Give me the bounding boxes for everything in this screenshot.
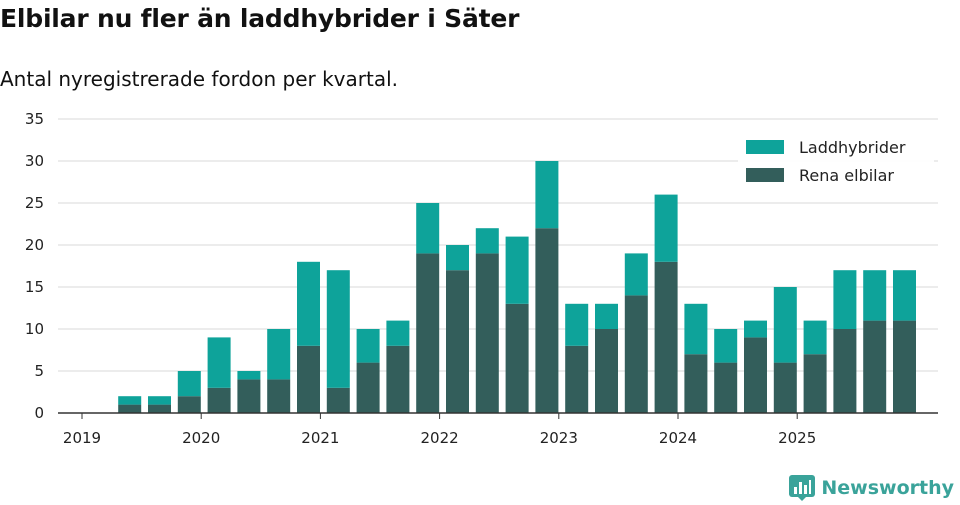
chart-subtitle: Antal nyregistrerade fordon per kvartal. — [0, 67, 399, 91]
bar-laddhybrider — [624, 253, 648, 296]
bar-rena-elbilar — [326, 387, 350, 413]
bar-rena-elbilar — [624, 295, 648, 413]
newsworthy-logo-icon — [789, 475, 816, 501]
bar-laddhybrider — [356, 329, 380, 363]
bar-laddhybrider — [446, 245, 469, 271]
bar-rena-elbilar — [535, 228, 559, 413]
bar-rena-elbilar — [267, 379, 291, 413]
bar-laddhybrider — [267, 329, 291, 380]
y-tick-label: 30 — [25, 152, 44, 170]
bar-laddhybrider — [773, 287, 797, 363]
x-tick-label: 2019 — [63, 429, 101, 447]
bar-laddhybrider — [207, 337, 231, 388]
bar-rena-elbilar — [744, 337, 767, 413]
x-tick-label: 2024 — [659, 429, 697, 447]
x-tick-label: 2021 — [301, 429, 339, 447]
legend-label: Laddhybrider — [799, 138, 906, 157]
bar-laddhybrider — [416, 203, 440, 254]
bar-laddhybrider — [535, 161, 559, 229]
bar-laddhybrider — [803, 320, 827, 355]
y-tick-label: 25 — [25, 194, 44, 212]
y-tick-label: 0 — [34, 404, 44, 422]
bar-laddhybrider — [118, 396, 142, 405]
y-axis: 0 5 10 15 20 25 30 35 — [25, 110, 44, 422]
bar-rena-elbilar — [505, 303, 529, 413]
bar-rena-elbilar — [475, 253, 499, 413]
bar-laddhybrider — [684, 303, 708, 355]
bar-rena-elbilar — [654, 261, 678, 413]
legend: Laddhybrider Rena elbilar — [738, 132, 934, 190]
bar-laddhybrider — [595, 303, 618, 329]
bar-rena-elbilar — [237, 379, 261, 413]
bars — [118, 161, 916, 413]
y-tick-label: 20 — [25, 236, 44, 254]
y-tick-label: 35 — [25, 110, 44, 128]
bar-rena-elbilar — [863, 320, 887, 413]
chart-title: Elbilar nu fler än laddhybrider i Säter — [0, 4, 520, 33]
bar-rena-elbilar — [893, 320, 916, 413]
bar-laddhybrider — [237, 371, 261, 380]
bar-laddhybrider — [565, 303, 589, 346]
bar-rena-elbilar — [386, 345, 410, 413]
bar-rena-elbilar — [773, 362, 797, 413]
legend-swatch — [746, 168, 784, 182]
bar-rena-elbilar — [297, 345, 320, 413]
bar-rena-elbilar — [207, 387, 231, 413]
x-tick-label: 2025 — [778, 429, 816, 447]
bar-rena-elbilar — [565, 345, 589, 413]
bar-laddhybrider — [893, 270, 916, 321]
y-tick-label: 10 — [25, 320, 44, 338]
bar-laddhybrider — [297, 261, 320, 346]
bar-laddhybrider — [714, 329, 738, 363]
x-tick-label: 2023 — [540, 429, 578, 447]
legend-label: Rena elbilar — [799, 166, 894, 185]
bar-laddhybrider — [863, 270, 887, 321]
bar-rena-elbilar — [177, 396, 201, 413]
brand-name: Newsworthy — [821, 477, 954, 499]
y-tick-label: 5 — [34, 362, 44, 380]
bar-rena-elbilar — [595, 329, 618, 413]
bar-rena-elbilar — [416, 253, 440, 413]
bar-rena-elbilar — [684, 354, 708, 413]
bar-laddhybrider — [386, 320, 410, 346]
bar-laddhybrider — [475, 228, 499, 254]
bar-rena-elbilar — [714, 362, 738, 413]
y-tick-label: 15 — [25, 278, 44, 296]
brand-logo: Newsworthy — [789, 475, 954, 501]
bar-laddhybrider — [177, 371, 201, 397]
bar-laddhybrider — [654, 194, 678, 262]
bar-laddhybrider — [505, 236, 529, 304]
bar-laddhybrider — [833, 270, 857, 329]
bar-rena-elbilar — [118, 404, 142, 413]
bar-rena-elbilar — [803, 354, 827, 413]
x-axis: 2019 2020 2021 2022 2023 2024 2025 — [63, 413, 816, 447]
x-tick-label: 2022 — [421, 429, 459, 447]
legend-swatch — [746, 140, 784, 154]
bar-laddhybrider — [148, 396, 171, 405]
x-tick-label: 2020 — [182, 429, 220, 447]
bar-rena-elbilar — [833, 329, 857, 413]
bar-laddhybrider — [744, 320, 767, 338]
bar-laddhybrider — [326, 270, 350, 388]
bar-rena-elbilar — [446, 270, 469, 413]
bar-rena-elbilar — [148, 404, 171, 413]
bar-rena-elbilar — [356, 362, 380, 413]
